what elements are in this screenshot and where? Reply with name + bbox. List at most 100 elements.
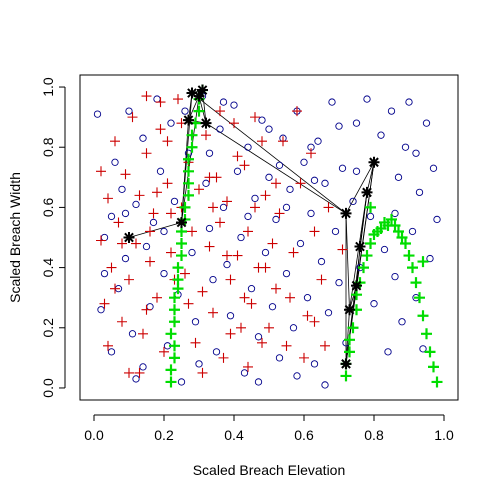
circle-point xyxy=(205,224,214,233)
circle-point xyxy=(387,107,396,115)
green-plus-point xyxy=(379,216,390,228)
circle-point xyxy=(188,248,196,257)
green-plus-point xyxy=(393,225,404,237)
circle-point xyxy=(366,212,375,221)
circle-point xyxy=(149,218,158,227)
red-plus-point xyxy=(113,217,124,228)
circle-point xyxy=(139,363,147,371)
circle-point xyxy=(191,318,200,326)
x-tick-label: 0.4 xyxy=(224,427,244,443)
circle-point xyxy=(412,149,420,157)
circle-point xyxy=(282,203,291,212)
circle-point xyxy=(202,179,210,187)
red-plus-point xyxy=(285,292,295,303)
green-plus-point xyxy=(169,316,180,328)
connection-line xyxy=(366,162,375,193)
red-plus-point xyxy=(218,352,229,363)
green-plus-point xyxy=(169,292,180,304)
red-plus-point xyxy=(229,118,239,129)
circle-point xyxy=(153,95,161,103)
red-plus-point xyxy=(250,112,260,123)
green-plus-point xyxy=(421,328,432,340)
star-point xyxy=(197,84,208,96)
circle-point xyxy=(254,378,263,386)
circle-point xyxy=(310,360,319,368)
circle-point xyxy=(265,125,273,133)
green-plus-point xyxy=(165,376,177,388)
circle-point xyxy=(251,194,259,203)
red-plus-point xyxy=(106,262,117,273)
data-points xyxy=(93,84,443,389)
green-plus-point xyxy=(183,177,194,189)
red-plus-point xyxy=(236,322,246,333)
green-plus-point xyxy=(344,334,355,346)
red-plus-point xyxy=(99,298,110,309)
red-plus-point xyxy=(190,337,201,348)
circle-point xyxy=(107,212,116,221)
star-point xyxy=(340,358,352,370)
red-plus-point xyxy=(187,226,197,237)
red-plus-point xyxy=(306,148,316,159)
green-plus-point xyxy=(365,201,376,213)
circle-point xyxy=(237,233,245,242)
circle-point xyxy=(377,131,385,139)
green-plus-point xyxy=(183,165,194,177)
green-plus-point xyxy=(361,250,373,262)
circle-point xyxy=(282,269,291,278)
red-plus-point xyxy=(152,187,162,198)
red-plus-point xyxy=(152,292,162,303)
circle-point xyxy=(275,161,284,169)
red-plus-point xyxy=(309,316,320,327)
circle-point xyxy=(380,245,389,254)
red-plus-point xyxy=(274,208,285,219)
circle-point xyxy=(205,149,214,157)
circle-point xyxy=(156,167,165,175)
red-plus-point xyxy=(215,106,225,117)
green-plus-point xyxy=(389,219,401,231)
red-plus-point xyxy=(246,298,257,309)
circle-point xyxy=(125,107,133,115)
star-point xyxy=(176,216,187,228)
green-plus-point xyxy=(340,370,352,382)
green-plus-point xyxy=(344,346,355,358)
green-plus-point xyxy=(172,262,184,274)
green-plus-point xyxy=(431,376,443,388)
circle-point xyxy=(268,303,277,311)
red-plus-point xyxy=(110,136,120,147)
connection-lines xyxy=(128,89,375,364)
circle-point xyxy=(107,348,116,356)
circle-point xyxy=(132,375,140,383)
y-tick-label: 0.0 xyxy=(40,378,56,398)
green-plus-point xyxy=(186,141,198,153)
red-plus-point xyxy=(257,136,267,147)
green-plus-point xyxy=(400,238,411,250)
red-plus-point xyxy=(288,247,299,258)
red-plus-point xyxy=(225,328,236,339)
circle-point xyxy=(405,98,413,106)
circle-point xyxy=(352,167,361,175)
circle-point xyxy=(335,122,343,130)
green-plus-point xyxy=(186,129,198,141)
circle-point xyxy=(209,275,217,284)
red-plus-point xyxy=(148,208,159,219)
circle-point xyxy=(303,294,312,302)
red-plus-point xyxy=(127,112,138,123)
red-plus-point xyxy=(145,256,155,267)
green-plus-point xyxy=(165,364,177,376)
circle-point xyxy=(100,233,109,242)
red-plus-point xyxy=(281,340,292,351)
circle-point xyxy=(177,378,186,386)
circle-point xyxy=(370,300,378,308)
red-plus-point xyxy=(197,286,208,297)
green-plus-point xyxy=(183,153,194,165)
red-plus-point xyxy=(278,136,288,147)
x-tick-label: 0.6 xyxy=(294,427,314,443)
red-plus-point xyxy=(260,262,271,273)
red-plus-point xyxy=(201,130,211,141)
circle-point xyxy=(258,116,266,124)
circle-point xyxy=(335,278,343,287)
circle-point xyxy=(181,107,189,115)
circle-point xyxy=(121,254,130,263)
circle-point xyxy=(100,269,109,278)
circle-point xyxy=(391,272,399,281)
